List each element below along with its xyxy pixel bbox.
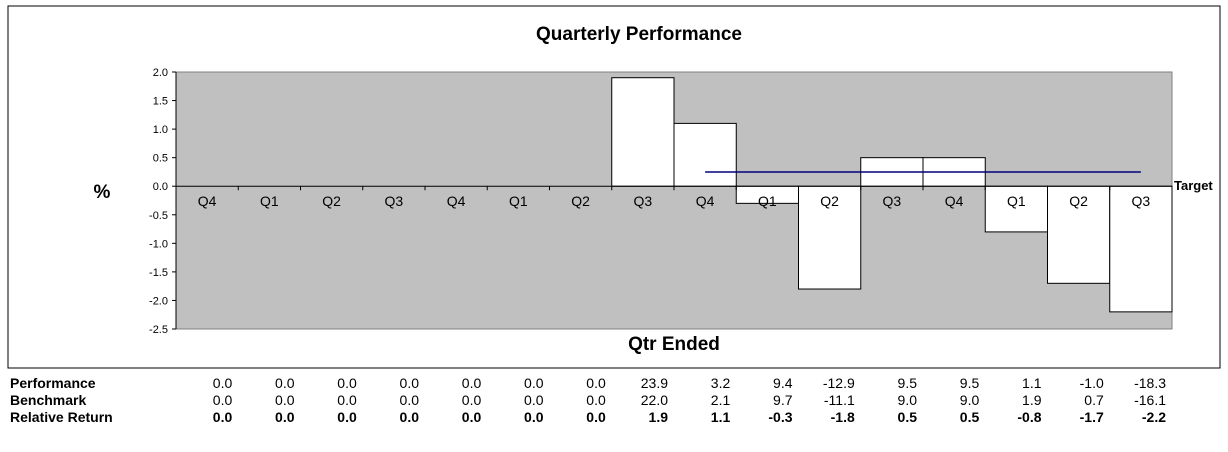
table-cell: 9.4 [773, 375, 793, 391]
table-cell: 9.5 [960, 375, 980, 391]
table-cell: 0.0 [337, 409, 357, 425]
y-tick-label: -0.5 [149, 210, 168, 222]
bar-q3-7 [611, 77, 675, 187]
bar-q2-14 [1047, 185, 1111, 284]
table-cell: 0.0 [213, 375, 233, 391]
x-category-label: Q2 [820, 193, 839, 209]
x-category-label: Q4 [945, 193, 964, 209]
bar-q1-13 [984, 185, 1048, 233]
table-cell: 0.0 [275, 409, 295, 425]
table-cell: 0.0 [213, 392, 233, 408]
x-category-label: Q2 [322, 193, 341, 209]
y-tick-label: 0.5 [153, 153, 168, 165]
table-cell: 0.0 [275, 375, 295, 391]
table-cell: 9.7 [773, 392, 793, 408]
table-cell: 9.0 [898, 392, 918, 408]
x-category-label: Q4 [447, 193, 466, 209]
table-cell: 9.5 [898, 375, 918, 391]
table-cell: 0.0 [586, 392, 606, 408]
table-cell: 0.0 [462, 375, 482, 391]
table-cell: 2.1 [711, 392, 731, 408]
x-category-label: Q2 [1069, 193, 1088, 209]
table-cell: 0.0 [586, 375, 606, 391]
table-cell: -18.3 [1134, 375, 1166, 391]
bar-q4-8 [673, 122, 737, 187]
table-cell: 0.0 [400, 375, 420, 391]
x-category-label: Q3 [883, 193, 902, 209]
y-axis-ticks: 2.0 1.5 1.0 0.5 0.0 -0.5 -1.0 -1.5 -2.0 -2.5 [149, 67, 176, 336]
x-category-label: Q4 [696, 193, 715, 209]
table-cell: -0.3 [768, 409, 792, 425]
y-tick-label: 0.0 [153, 181, 168, 193]
y-tick-label: -2.5 [149, 324, 168, 336]
table-cell: 0.0 [462, 409, 482, 425]
y-tick-label: 2.0 [153, 67, 168, 79]
y-tick-label: -2.0 [149, 295, 168, 307]
table-cell: 0.0 [400, 392, 420, 408]
table-cell: -16.1 [1134, 392, 1166, 408]
table-cell: 0.0 [462, 392, 482, 408]
table-cell: 3.2 [711, 375, 731, 391]
table-cell: -1.7 [1080, 409, 1104, 425]
x-category-label: Q2 [571, 193, 590, 209]
x-category-label: Q3 [634, 193, 653, 209]
x-category-label: Q1 [1007, 193, 1026, 209]
x-category-label: Q1 [758, 193, 777, 209]
x-axis-category-labels: Q4 Q1 Q2 Q3 Q4 Q1 Q2 Q3 Q4 Q1 Q2 Q3 Q4 Q1 Q2 Q3 [175, 186, 1173, 209]
table-cell: 22.0 [641, 392, 668, 408]
table-cell: 1.1 [711, 409, 731, 425]
bars-layer [611, 77, 1173, 313]
x-category-label: Q1 [509, 193, 528, 209]
x-category-label: Q1 [260, 193, 279, 209]
x-axis-title: Qtr Ended [628, 334, 720, 355]
table-row-label: Benchmark [10, 392, 86, 408]
table-cell: 0.0 [524, 375, 544, 391]
y-tick-label: 1.5 [153, 96, 168, 108]
target-label: Target [1174, 178, 1213, 193]
table-cell: 1.9 [1022, 392, 1042, 408]
table-cell: -1.0 [1080, 375, 1104, 391]
x-category-label: Q3 [385, 193, 404, 209]
chart-title: Quarterly Performance [536, 24, 742, 45]
table-cell: -0.8 [1017, 409, 1041, 425]
table-cell: -1.8 [831, 409, 855, 425]
y-axis-label: % [94, 182, 111, 203]
x-category-label: Q3 [1132, 193, 1151, 209]
table-cell: 0.0 [524, 409, 544, 425]
table-cell: 0.0 [524, 392, 544, 408]
bar-q2-10 [798, 185, 862, 290]
data-table: Performance 0.0 0.0 0.0 0.0 0.0 0.0 0.0 23.9 3.2 9… [10, 375, 1166, 425]
table-cell: 0.0 [586, 409, 606, 425]
table-cell: -2.2 [1142, 409, 1166, 425]
y-tick-label: -1.0 [149, 238, 168, 250]
table-cell: 0.0 [400, 409, 420, 425]
table-cell: 0.0 [275, 392, 295, 408]
table-cell: -12.9 [823, 375, 855, 391]
y-tick-label: -1.5 [149, 267, 168, 279]
table-cell: 0.0 [337, 375, 357, 391]
table-cell: 23.9 [641, 375, 668, 391]
table-cell: 0.0 [337, 392, 357, 408]
table-cell: -11.1 [824, 392, 855, 408]
table-cell: 1.9 [649, 409, 669, 425]
table-cell: 0.5 [898, 409, 918, 425]
table-row-label: Performance [10, 375, 96, 391]
table-cell: 0.5 [960, 409, 980, 425]
table-cell: 9.0 [960, 392, 980, 408]
y-tick-label: 1.0 [153, 124, 168, 136]
table-cell: 1.1 [1022, 375, 1042, 391]
table-row-label: Relative Return [10, 409, 113, 425]
table-cell: 0.7 [1084, 392, 1104, 408]
table-cell: 0.0 [213, 409, 233, 425]
x-category-label: Q4 [198, 193, 217, 209]
